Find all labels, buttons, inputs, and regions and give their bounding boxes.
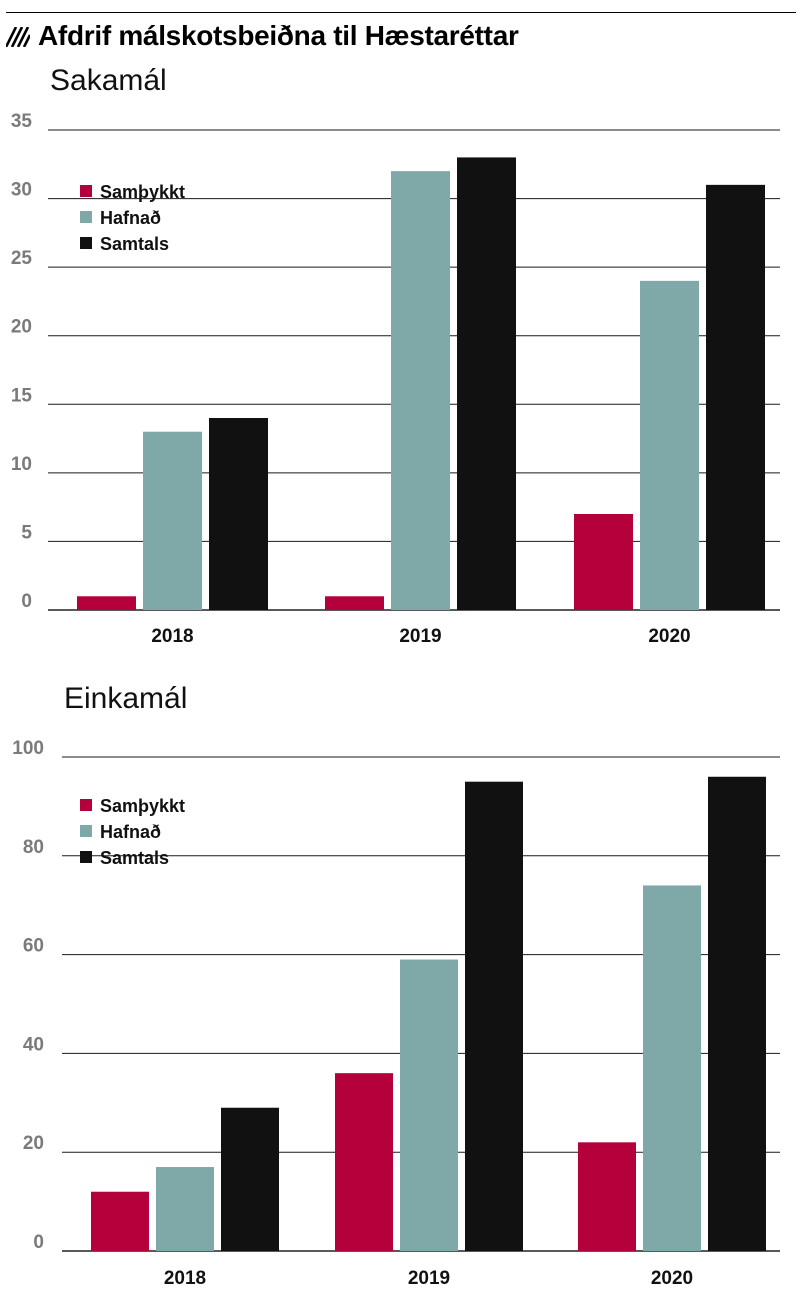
bar-samtals-2020	[708, 776, 766, 1251]
y-tick-label: 10	[11, 454, 32, 475]
y-tick-label: 0	[33, 1232, 44, 1253]
hatch-icon	[6, 27, 30, 47]
sakamal-chart: Sakamál 0 5 10 15 20 25 30 35 2018 2019 2020 Samþykk…	[11, 64, 780, 647]
legend-swatch	[80, 237, 92, 249]
y-tick-label: 60	[23, 936, 44, 957]
bar-samþykkt-2019	[335, 1073, 393, 1251]
legend-swatch	[80, 211, 92, 223]
x-tick-label: 2018	[164, 1268, 206, 1289]
y-tick-label: 0	[21, 591, 32, 612]
bar-hafnað-2020	[640, 280, 699, 610]
bar-samtals-2018	[209, 418, 268, 610]
x-tick-label: 2020	[651, 1268, 693, 1289]
chart-title: Einkamál	[64, 682, 187, 715]
bar-hafnað-2020	[643, 885, 701, 1251]
y-tick-label: 20	[23, 1133, 44, 1154]
x-tick-label: 2018	[151, 626, 193, 647]
bar-hafnað-2018	[143, 431, 202, 610]
einkamal-chart: Einkamál 0 20 40 60 80 100 2018 2019 2020 Samþykkt…	[12, 682, 780, 1289]
bar-samtals-2018	[221, 1107, 279, 1251]
y-tick-label: 30	[11, 180, 32, 201]
y-tick-label: 15	[11, 385, 33, 406]
bar-hafnað-2018	[156, 1167, 214, 1251]
legend-label: Samþykkt	[100, 796, 185, 816]
y-tick-label: 40	[23, 1034, 44, 1055]
chart-title: Sakamál	[50, 64, 167, 97]
legend-swatch	[80, 185, 92, 197]
bar-samþykkt-2020	[578, 1142, 636, 1251]
legend-label: Samþykkt	[100, 182, 185, 202]
legend-label: Samtals	[100, 848, 169, 868]
y-tick-label: 5	[21, 522, 32, 543]
y-tick-label: 35	[11, 111, 33, 132]
y-tick-label: 20	[11, 317, 32, 338]
bar-samþykkt-2018	[91, 1191, 149, 1251]
chart-main-title: Afdrif málskotsbeiðna til Hæstaréttar	[38, 20, 519, 51]
legend-label: Hafnað	[100, 208, 161, 228]
bar-samþykkt-2018	[77, 596, 136, 610]
legend: Samþykkt Hafnað Samtals	[80, 796, 185, 868]
legend-label: Samtals	[100, 234, 169, 254]
legend-swatch	[80, 851, 92, 863]
y-tick-label: 80	[23, 837, 44, 858]
legend-swatch	[80, 825, 92, 837]
y-tick-label: 25	[11, 248, 33, 269]
bar-samþykkt-2019	[325, 596, 384, 610]
x-tick-label: 2019	[399, 626, 441, 647]
bar-hafnað-2019	[391, 171, 450, 610]
top-rule	[6, 12, 796, 13]
x-tick-label: 2020	[648, 626, 690, 647]
bar-samþykkt-2020	[574, 514, 633, 610]
bar-samtals-2019	[465, 781, 523, 1251]
y-tick-label: 100	[12, 738, 44, 759]
legend-swatch	[80, 799, 92, 811]
bar-samtals-2019	[457, 157, 516, 610]
bar-hafnað-2019	[400, 959, 458, 1251]
bar-samtals-2020	[706, 184, 765, 610]
legend-label: Hafnað	[100, 822, 161, 842]
legend: Samþykkt Hafnað Samtals	[80, 182, 185, 254]
x-tick-label: 2019	[408, 1268, 450, 1289]
